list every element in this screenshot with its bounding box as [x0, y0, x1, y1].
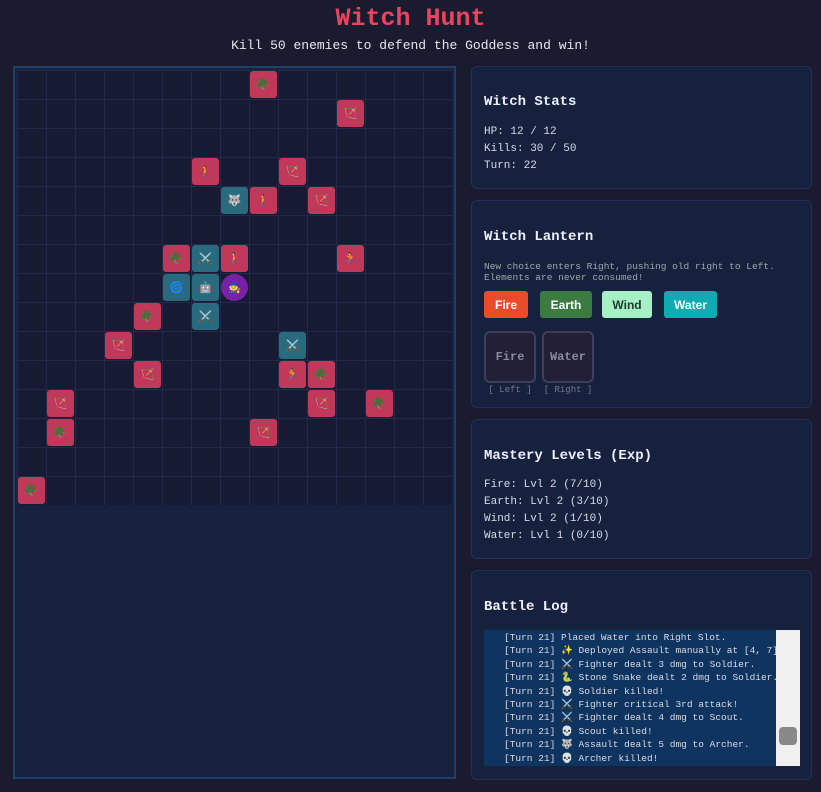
lantern-panel: Witch Lantern New choice enters Right, p… — [471, 200, 812, 408]
element-button[interactable]: Fire — [484, 291, 528, 318]
unit-ally[interactable]: 🤖 — [192, 274, 219, 301]
unit-enemy[interactable]: 🏹 — [308, 187, 335, 214]
log-box[interactable]: [Turn 21] Placed Water into Right Slot. [… — [484, 630, 800, 766]
stat-line: Kills: 30 / 50 — [484, 143, 577, 155]
subtitle: Kill 50 enemies to defend the Goddess an… — [231, 38, 590, 53]
log-line: [Turn 21] Placed Water into Right Slot. — [504, 632, 727, 643]
unit-enemy[interactable]: 🪖 — [366, 390, 393, 417]
unit-enemy[interactable]: 🪖 — [47, 419, 74, 446]
unit-enemy[interactable]: 🪖 — [250, 71, 277, 98]
unit-ally[interactable]: 🌀 — [163, 274, 190, 301]
stat-line: HP: 12 / 12 — [484, 126, 557, 138]
element-button[interactable]: Water — [664, 291, 717, 318]
log-line: [Turn 21] ⚔️ Fighter dealt 3 dmg to Sold… — [504, 658, 756, 670]
log-line: [Turn 21] 💀 Soldier killed! — [504, 685, 665, 697]
log-panel: Battle Log [Turn 21] Placed Water into R… — [471, 570, 812, 780]
unit-enemy[interactable]: 🏃 — [337, 245, 364, 272]
panel-title: Witch Stats — [484, 94, 577, 110]
log-line: [Turn 21] 🐍 Stone Snake dealt 2 dmg to S… — [504, 672, 779, 684]
unit-enemy[interactable]: 🚶 — [250, 187, 277, 214]
log-line: [Turn 21] ⚔️ Fighter dealt 4 dmg to Scou… — [504, 712, 744, 724]
slot-label: [ Right ] — [543, 385, 593, 395]
unit-enemy[interactable]: 🏹 — [279, 158, 306, 185]
lantern-slot: Fire — [484, 331, 536, 383]
slot-label: [ Left ] — [488, 385, 532, 395]
unit-enemy[interactable]: 🏹 — [337, 100, 364, 127]
unit-ally[interactable]: ⚔️ — [279, 332, 306, 359]
unit-witch[interactable]: 🧙 — [221, 274, 248, 301]
game-title: Witch Hunt — [335, 4, 486, 33]
unit-enemy[interactable]: 🏃 — [279, 361, 306, 388]
unit-ally[interactable]: 🐺 — [221, 187, 248, 214]
mastery-line: Fire: Lvl 2 (7/10) — [484, 479, 603, 491]
unit-enemy[interactable]: 🏹 — [308, 390, 335, 417]
stats-lines: HP: 12 / 12 Kills: 30 / 50 Turn: 22 — [484, 124, 576, 175]
unit-enemy[interactable]: 🏹 — [134, 361, 161, 388]
unit-enemy[interactable]: 🚶 — [221, 245, 248, 272]
element-button[interactable]: Earth — [540, 291, 592, 318]
panel-title: Battle Log — [484, 599, 569, 615]
unit-enemy[interactable]: 🪖 — [163, 245, 190, 272]
log-line: [Turn 21] 💀 Scout killed! — [504, 725, 653, 737]
log-lines: [Turn 21] Placed Water into Right Slot. [… — [484, 630, 800, 765]
unit-enemy[interactable]: 🪖 — [134, 303, 161, 330]
mastery-lines: Fire: Lvl 2 (7/10) Earth: Lvl 2 (3/10) Win… — [484, 477, 609, 545]
element-button[interactable]: Wind — [602, 291, 652, 318]
unit-enemy[interactable]: 🚶 — [192, 158, 219, 185]
grid: 🪖 🏹 🚶 🏹 🐺 🚶 🏹 🪖 ⚔️ 🚶 🏃 🌀 🤖 🧙 🪖 ⚔️ 🏹 ⚔️ 🏹 🏃 🪖 🏹 🏹 🪖 🪖 🏹 🪖 — [17, 70, 452, 505]
unit-enemy[interactable]: 🏹 — [250, 419, 277, 446]
mastery-line: Water: Lvl 1 (0/10) — [484, 530, 610, 542]
unit-enemy[interactable]: 🏹 — [47, 390, 74, 417]
mastery-line: Earth: Lvl 2 (3/10) — [484, 496, 610, 508]
unit-enemy[interactable]: 🪖 — [18, 477, 45, 504]
panel-title: Witch Lantern — [484, 229, 594, 245]
stats-panel: Witch Stats HP: 12 / 12 Kills: 30 / 50 Tur… — [471, 66, 812, 189]
unit-ally[interactable]: ⚔️ — [192, 245, 219, 272]
lantern-slot: Water — [542, 331, 594, 383]
log-line: [Turn 21] ✨ Deployed Assault manually at… — [504, 645, 784, 657]
mastery-line: Wind: Lvl 2 (1/10) — [484, 513, 603, 525]
unit-ally[interactable]: ⚔️ — [192, 303, 219, 330]
unit-enemy[interactable]: 🏹 — [105, 332, 132, 359]
panel-title: Mastery Levels (Exp) — [484, 448, 653, 464]
description: New choice enters Right, pushing old rig… — [484, 261, 775, 283]
stat-line: Turn: 22 — [484, 160, 537, 172]
scroll-thumb[interactable] — [779, 727, 797, 745]
log-line: [Turn 21] 💀 Archer killed! — [504, 752, 659, 764]
log-line: [Turn 21] ⚔️ Fighter critical 3rd attack… — [504, 699, 739, 711]
board: 🪖 🏹 🚶 🏹 🐺 🚶 🏹 🪖 ⚔️ 🚶 🏃 🌀 🤖 🧙 🪖 ⚔️ 🏹 ⚔️ 🏹 🏃 🪖 🏹 🏹 🪖 🪖 🏹 🪖 — [13, 66, 456, 779]
log-line: [Turn 21] 🐺 Assault dealt 5 dmg to Arche… — [504, 739, 750, 751]
scrollbar[interactable] — [776, 630, 800, 766]
unit-enemy[interactable]: 🪖 — [308, 361, 335, 388]
mastery-panel: Mastery Levels (Exp) Fire: Lvl 2 (7/10) E… — [471, 419, 812, 559]
